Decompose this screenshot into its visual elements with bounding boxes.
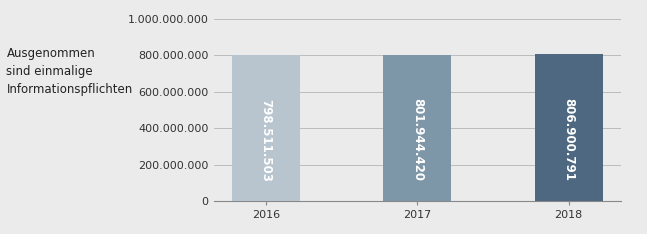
Text: Ausgenommen
sind einmalige
Informationspflichten: Ausgenommen sind einmalige Informationsp… [6,47,133,96]
Text: 801.944.420: 801.944.420 [411,98,424,181]
Text: 806.900.791: 806.900.791 [562,98,575,181]
Bar [383,55,452,201]
Text: 798.511.503: 798.511.503 [259,99,272,181]
Bar [534,54,602,201]
Bar [232,55,300,201]
